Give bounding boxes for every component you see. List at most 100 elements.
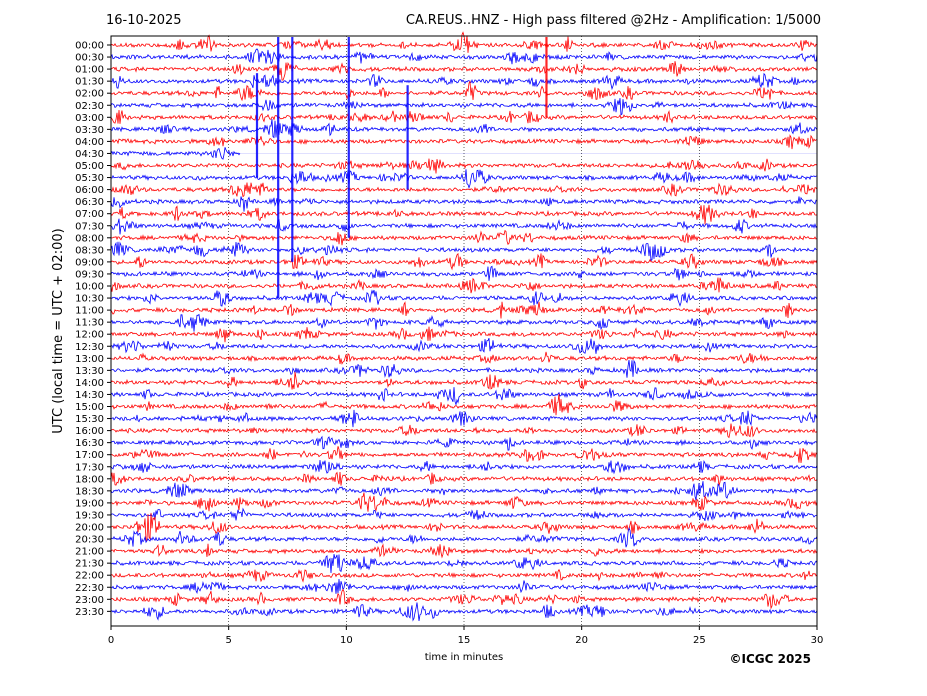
y-tick-label: 07:00 (75, 209, 104, 220)
trace-line (110, 588, 818, 610)
y-tick-label: 05:00 (75, 161, 104, 172)
copyright-label: ©ICGC 2025 (729, 652, 811, 666)
y-tick-label: 14:30 (75, 390, 104, 401)
y-tick-label: 13:00 (75, 354, 104, 365)
y-tick-label: 23:00 (75, 595, 104, 606)
y-tick-label: 06:30 (75, 197, 104, 208)
trace-line (110, 578, 818, 595)
trace-line (110, 147, 241, 160)
x-axis-label: time in minutes (425, 652, 504, 663)
trace-line (110, 351, 818, 365)
trace-line (110, 602, 818, 622)
trace-line (110, 387, 818, 406)
y-tick-label: 20:00 (75, 523, 104, 534)
trace-line (110, 80, 818, 102)
trace-line (110, 158, 818, 174)
trace-line (110, 196, 818, 212)
grid-lines (228, 36, 700, 626)
trace-line (110, 554, 818, 574)
trace-line (110, 182, 818, 198)
y-tick-label: 23:30 (75, 607, 104, 618)
y-tick-label: 17:30 (75, 462, 104, 473)
trace-line (110, 393, 818, 416)
chart-title: CA.REUS..HNZ - High pass filtered @2Hz -… (406, 13, 821, 28)
y-tick-label: 04:00 (75, 137, 104, 148)
trace-line (110, 446, 818, 464)
trace-line (110, 265, 818, 281)
y-tick-labels: 00:0000:3001:0001:3002:0002:3003:0003:30… (75, 41, 111, 618)
trace-line (110, 423, 818, 439)
y-tick-label: 03:00 (75, 113, 104, 124)
trace-line (110, 313, 818, 332)
y-tick-label: 12:00 (75, 330, 104, 341)
spike-mark (255, 73, 259, 178)
trace-line (110, 338, 818, 354)
trace-line (110, 218, 818, 235)
x-tick-label: 0 (108, 635, 114, 646)
y-tick-label: 09:30 (75, 269, 104, 280)
trace-line (110, 204, 818, 225)
y-tick-label: 07:30 (75, 221, 104, 232)
trace-line (110, 109, 818, 124)
x-tick-labels: 0 5 10 15 20 25 30 (108, 626, 824, 646)
trace-line (110, 492, 818, 512)
trace-line (110, 301, 818, 319)
x-tick-label: 30 (811, 635, 824, 646)
trace-line (110, 134, 818, 150)
trace-line (110, 48, 818, 65)
trace-line (110, 512, 818, 542)
x-tick-label: 20 (575, 635, 588, 646)
trace-line (110, 289, 818, 307)
spike-mark (347, 37, 350, 238)
spike-mark (406, 85, 409, 190)
x-tick-label: 5 (225, 635, 231, 646)
trace-line (110, 435, 818, 451)
spike-group (255, 37, 548, 299)
x-tick-label: 15 (458, 635, 471, 646)
y-tick-label: 11:00 (75, 306, 104, 317)
trace-line (110, 527, 818, 548)
trace-line (110, 471, 818, 486)
trace-group (110, 31, 818, 622)
trace-line (110, 459, 818, 475)
y-tick-label: 01:00 (75, 65, 104, 76)
trace-line (110, 277, 818, 294)
y-tick-label: 10:30 (75, 294, 104, 305)
trace-line (110, 229, 818, 246)
y-tick-label: 21:00 (75, 547, 104, 558)
y-tick-label: 18:30 (75, 486, 104, 497)
y-tick-label: 16:00 (75, 426, 104, 437)
date-label: 16-10-2025 (106, 13, 182, 28)
y-tick-label: 19:30 (75, 510, 104, 521)
trace-line (110, 169, 818, 190)
y-tick-label: 10:00 (75, 282, 104, 293)
trace-line (110, 543, 818, 559)
x-tick-label: 10 (340, 635, 353, 646)
y-tick-label: 00:00 (75, 41, 104, 52)
spike-mark (291, 37, 294, 262)
y-tick-label: 22:30 (75, 583, 104, 594)
y-tick-label: 11:30 (75, 318, 104, 329)
y-tick-label: 18:00 (75, 474, 104, 485)
trace-line (110, 241, 818, 262)
trace-line (110, 61, 818, 81)
trace-line (110, 481, 818, 501)
x-tick-label: 25 (693, 635, 706, 646)
y-tick-label: 20:30 (75, 535, 104, 546)
trace-line (110, 119, 818, 139)
trace-line (110, 72, 818, 91)
trace-line (110, 371, 818, 390)
y-tick-label: 02:00 (75, 89, 104, 100)
y-tick-label: 03:30 (75, 125, 104, 136)
y-tick-label: 08:00 (75, 233, 104, 244)
spike-mark (277, 37, 280, 299)
trace-line (110, 98, 818, 116)
trace-line (110, 252, 818, 271)
y-tick-label: 02:30 (75, 101, 104, 112)
y-tick-label: 01:30 (75, 77, 104, 88)
y-tick-label: 22:00 (75, 571, 104, 582)
y-tick-label: 19:00 (75, 498, 104, 509)
spike-mark (545, 37, 548, 118)
y-tick-label: 13:30 (75, 366, 104, 377)
